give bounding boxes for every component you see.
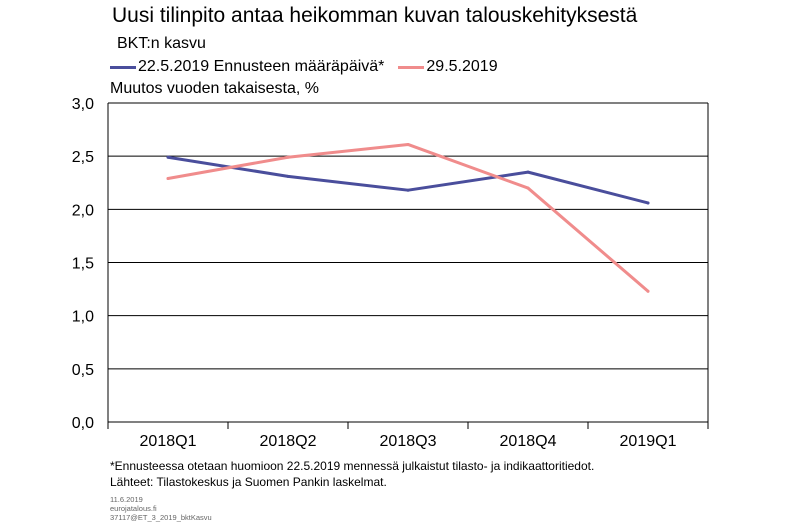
chart-title: Uusi tilinpito antaa heikomman kuvan tal… xyxy=(112,4,638,27)
x-tick-label: 2018Q1 xyxy=(140,433,197,450)
data-point-series-1 xyxy=(646,201,650,205)
legend: 22.5.2019 Ennusteen määräpäivä* 29.5.201… xyxy=(110,58,512,76)
y-tick-label: 2,0 xyxy=(72,202,94,219)
chart-subtitle: BKT:n kasvu xyxy=(117,35,206,52)
data-point-series-1 xyxy=(286,174,290,178)
legend-swatch-series-1 xyxy=(110,65,136,69)
footnote-sources: Lähteet: Tilastokeskus ja Suomen Pankin … xyxy=(110,475,387,489)
meta-id: 37117@ET_3_2019_bktKasvu xyxy=(110,513,212,522)
data-point-series-2 xyxy=(526,186,530,190)
meta-site: eurojatalous.fi xyxy=(110,504,157,513)
meta-date: 11.6.2019 xyxy=(110,495,143,504)
y-tick-label: 0,0 xyxy=(72,415,94,432)
footnote-forecast: *Ennusteessa otetaan huomioon 22.5.2019 … xyxy=(110,459,595,473)
series-line-2 xyxy=(166,142,650,293)
legend-swatch-series-2 xyxy=(398,65,425,69)
y-tick-label: 1,5 xyxy=(72,256,94,273)
legend-item-series-1: 22.5.2019 Ennusteen määräpäivä* xyxy=(110,58,384,76)
legend-item-series-2: 29.5.2019 xyxy=(398,58,498,76)
y-tick-label: 0,5 xyxy=(72,362,94,379)
data-point-series-2 xyxy=(646,289,650,293)
data-point-series-1 xyxy=(526,170,530,174)
data-point-series-2 xyxy=(166,176,170,180)
x-tick-label: 2018Q2 xyxy=(260,433,317,450)
data-point-series-1 xyxy=(406,188,410,192)
legend-label-series-1: 22.5.2019 Ennusteen määräpäivä* xyxy=(138,58,385,75)
y-axis-label: Muutos vuoden takaisesta, % xyxy=(110,80,320,97)
y-tick-label: 2,5 xyxy=(72,149,94,166)
x-tick-label: 2018Q3 xyxy=(380,433,437,450)
data-point-series-2 xyxy=(406,142,410,146)
series-line-1 xyxy=(166,155,650,205)
x-tick-label: 2018Q4 xyxy=(500,433,557,450)
data-point-series-2 xyxy=(286,155,290,159)
y-tick-label: 3,0 xyxy=(72,96,94,113)
data-point-series-1 xyxy=(166,155,170,159)
legend-label-series-2: 29.5.2019 xyxy=(426,58,498,75)
x-tick-label: 2019Q1 xyxy=(620,433,677,450)
y-tick-label: 1,0 xyxy=(72,309,94,326)
